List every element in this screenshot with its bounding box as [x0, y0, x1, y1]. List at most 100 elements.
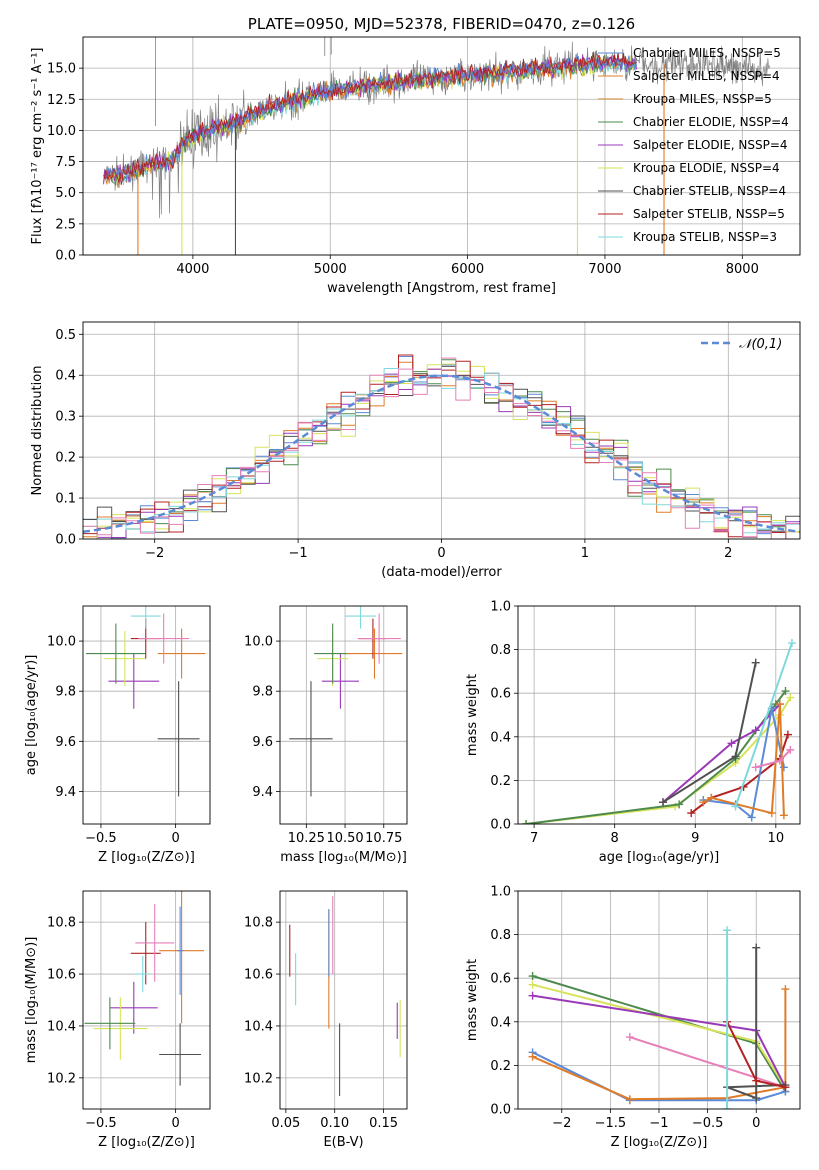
- mass-weight-marker: [727, 739, 736, 748]
- y-tick-label: 10.6: [47, 968, 76, 983]
- mass-weight-marker: [731, 802, 740, 811]
- x-tick-label: 0: [171, 831, 179, 846]
- mass-weight-marker: [783, 730, 792, 739]
- legend-label: 𝒩(0,1): [739, 337, 782, 352]
- mass-weight-marker: [781, 1083, 790, 1092]
- y-tick-label: 10.8: [244, 916, 273, 931]
- y-tick-label: 0.6: [490, 687, 511, 702]
- model-spectrum-line: [103, 54, 637, 186]
- y-tick-label: 10.4: [244, 1019, 273, 1034]
- y-tick-label: 0.0: [55, 533, 76, 548]
- x-tick-label: −0.5: [85, 1116, 117, 1131]
- residual-histogram-step: [83, 357, 800, 539]
- y-tick-label: 0.2: [490, 774, 511, 789]
- mass-weight-marker: [781, 985, 790, 994]
- legend-label: Chabrier ELODIE, NSSP=4: [633, 115, 789, 129]
- x-tick-label: 10.50: [326, 831, 363, 846]
- x-axis-label: (data-model)/error: [381, 565, 502, 580]
- y-tick-label: 0.0: [490, 818, 511, 833]
- x-tick-label: 4000: [176, 262, 209, 277]
- x-tick-label: 5000: [314, 262, 347, 277]
- mass-weight-marker: [752, 943, 761, 952]
- gaussian-reference-line: [83, 374, 800, 534]
- plot-area: [528, 926, 790, 1109]
- mass-weight-marker: [528, 980, 537, 989]
- y-tick-label: 10.0: [244, 635, 273, 650]
- mass-weight-marker: [731, 752, 740, 761]
- legend: Chabrier MILES, NSSP=5 Salpeter MILES, NS…: [598, 46, 789, 244]
- y-tick-label: 10.4: [47, 1019, 76, 1034]
- y-axis-label: age [log₁₀(age/yr)]: [24, 655, 39, 776]
- x-axis-label: mass [log₁₀(M/M⊙)]: [280, 850, 407, 865]
- y-tick-label: 0.4: [490, 1015, 511, 1030]
- mass-weight-marker: [675, 800, 684, 809]
- mass-weight-marker: [775, 756, 784, 765]
- y-tick-label: 0.5: [55, 328, 76, 343]
- legend: 𝒩(0,1): [701, 337, 782, 352]
- mass-weight-series-line: [532, 1051, 786, 1102]
- residual-histogram-step: [83, 368, 800, 534]
- y-tick-label: 10.2: [244, 1071, 273, 1086]
- legend-label: Kroupa STELIB, NSSP=3: [633, 230, 777, 244]
- x-tick-label: −1: [289, 546, 308, 561]
- mass-weight-marker: [625, 1095, 634, 1104]
- mass-weight-marker: [767, 809, 776, 818]
- x-tick-label: −1.5: [595, 1116, 627, 1131]
- mass-weight-marker: [786, 745, 795, 754]
- massweight-vs-age-panel: 7 8 9 10 0.0 0.2 0.4 0.6 0.8 1.0 age [log₁₀(age/yr…: [465, 600, 801, 865]
- plot-area: [84, 891, 205, 1086]
- x-axis-label: Z [log₁₀(Z/Z⊙)]: [98, 850, 195, 865]
- age-vs-mass-panel: 10.25 10.50 10.75 9.4 9.6 9.8 10.0 mass [log₁₀(…: [244, 605, 408, 865]
- axes-frame: [517, 605, 801, 825]
- legend-label: Salpeter STELIB, NSSP=5: [633, 207, 785, 221]
- mass-weight-marker: [787, 639, 796, 648]
- x-tick-label: 0.05: [271, 1116, 300, 1131]
- x-tick-label: 0: [171, 1116, 179, 1131]
- mass-weight-marker: [625, 1033, 634, 1042]
- mass-weight-marker: [751, 658, 760, 667]
- legend-label: Salpeter ELODIE, NSSP=4: [633, 138, 788, 152]
- model-spectrum-line: [103, 51, 637, 186]
- gridlines: [518, 605, 800, 825]
- mass-weight-series-line: [734, 642, 793, 807]
- mass-weight-marker: [751, 726, 760, 735]
- mass-weight-series-line: [629, 1036, 786, 1089]
- mass-weight-marker: [528, 1052, 537, 1061]
- mass-weight-marker: [699, 798, 708, 807]
- x-axis-label: age [log₁₀(age/yr)]: [599, 850, 720, 865]
- mass-vs-metallicity-panel: −0.5 0 10.2 10.4 10.6 10.8 Z [log₁₀(Z/Z⊙)] mass…: [24, 890, 211, 1150]
- mass-weight-marker: [775, 700, 784, 709]
- mass-weight-marker: [528, 972, 537, 981]
- axes-frame: [517, 890, 801, 1110]
- x-tick-label: −1: [649, 1116, 668, 1131]
- y-tick-label: 1.0: [490, 600, 511, 615]
- x-tick-label: 7000: [588, 262, 621, 277]
- mass-vs-ebv-panel: 0.05 0.10 0.15 10.2 10.4 10.6 10.8 E(B-V): [244, 890, 408, 1150]
- legend-label: Kroupa MILES, NSSP=5: [633, 92, 772, 106]
- legend-label: Chabrier MILES, NSSP=5: [633, 46, 781, 60]
- y-tick-label: 0.2: [55, 451, 76, 466]
- y-tick-label: 10.0: [47, 124, 76, 139]
- massweight-vs-metallicity-panel: −2 −1.5 −1 −0.5 0 0.0 0.2 0.4 0.6 0.8 1.0 Z [log₁₀(…: [465, 885, 801, 1150]
- mass-weight-series-line: [726, 947, 786, 1100]
- x-tick-label: −2: [145, 546, 164, 561]
- y-axis-label: Normed distribution: [30, 366, 45, 496]
- model-spectrum-line: [103, 55, 637, 189]
- y-tick-label: 5.0: [55, 186, 76, 201]
- plot-area: [289, 606, 403, 797]
- legend-label: Kroupa ELODIE, NSSP=4: [633, 161, 780, 175]
- y-tick-label: 0.3: [55, 410, 76, 425]
- axes-frame: [82, 321, 801, 540]
- y-tick-label: 9.6: [55, 735, 76, 750]
- x-tick-label: 10.75: [365, 831, 402, 846]
- y-tick-label: 9.8: [55, 685, 76, 700]
- legend-label: Salpeter MILES, NSSP=4: [633, 69, 780, 83]
- y-tick-label: 9.4: [55, 785, 76, 800]
- y-tick-label: 0.4: [55, 369, 76, 384]
- y-tick-label: 0.2: [490, 1059, 511, 1074]
- model-spectrum-line: [103, 53, 637, 183]
- y-tick-label: 0.1: [55, 492, 76, 507]
- y-axis-label: mass weight: [465, 674, 480, 756]
- plot-area: [103, 37, 770, 255]
